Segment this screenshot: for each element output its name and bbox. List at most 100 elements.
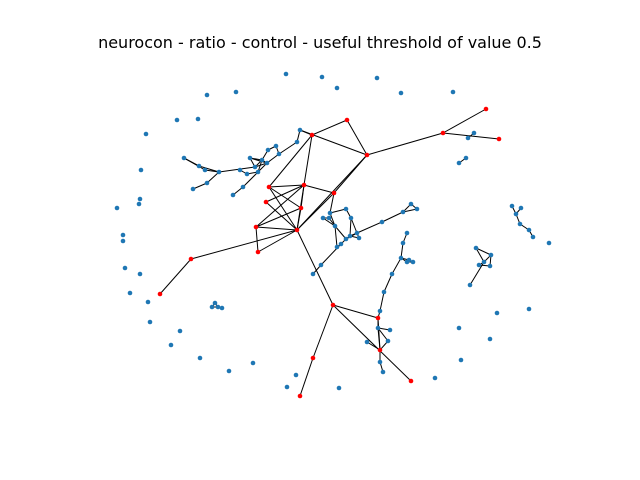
graph-node bbox=[356, 235, 362, 241]
graph-node bbox=[476, 262, 482, 268]
graph-node bbox=[137, 271, 143, 277]
graph-node bbox=[471, 130, 477, 136]
graph-node bbox=[143, 131, 149, 137]
graph-node bbox=[237, 167, 243, 173]
graph-edge bbox=[303, 134, 313, 186]
graph-node bbox=[334, 244, 340, 250]
graph-node bbox=[513, 211, 519, 217]
graph-node bbox=[458, 357, 464, 363]
graph-edge bbox=[329, 192, 335, 214]
graph-edge bbox=[334, 225, 347, 240]
graph-edge bbox=[206, 171, 220, 184]
graph-edge bbox=[400, 242, 404, 259]
graph-edge bbox=[334, 225, 338, 248]
graph-node-highlighted bbox=[330, 302, 336, 308]
graph-edge bbox=[268, 184, 305, 188]
graph-node bbox=[375, 325, 381, 331]
graph-node bbox=[398, 255, 404, 261]
graph-edge bbox=[312, 304, 334, 359]
graph-node bbox=[364, 339, 370, 345]
graph-node bbox=[233, 89, 239, 95]
graph-node bbox=[137, 196, 143, 202]
graph-node-highlighted bbox=[344, 117, 350, 123]
graph-edge bbox=[278, 141, 298, 155]
graph-edge bbox=[266, 153, 280, 164]
graph-node bbox=[226, 368, 232, 374]
graph-node bbox=[255, 169, 261, 175]
graph-node-highlighted bbox=[157, 291, 163, 297]
graph-node bbox=[379, 219, 385, 225]
graph-node bbox=[215, 304, 221, 310]
graph-edge bbox=[475, 247, 492, 256]
graph-edge bbox=[329, 208, 347, 214]
graph-node bbox=[265, 147, 271, 153]
graph-edge bbox=[242, 171, 259, 188]
graph-node bbox=[197, 355, 203, 361]
graph-node bbox=[374, 75, 380, 81]
graph-edge bbox=[296, 207, 302, 231]
graph-node bbox=[293, 372, 299, 378]
graph-node bbox=[318, 262, 324, 268]
graph-node bbox=[432, 375, 438, 381]
graph-edge bbox=[159, 258, 192, 295]
graph-node bbox=[174, 117, 180, 123]
graph-edge bbox=[442, 108, 487, 134]
graph-node bbox=[408, 201, 414, 207]
graph-node-highlighted bbox=[309, 132, 315, 138]
graph-edge bbox=[402, 208, 418, 213]
graph-edge bbox=[255, 226, 259, 253]
graph-edge bbox=[299, 357, 314, 397]
graph-node bbox=[297, 127, 303, 133]
graph-node bbox=[410, 259, 416, 265]
graph-node-highlighted bbox=[266, 184, 272, 190]
graph-node bbox=[283, 71, 289, 77]
graph-node bbox=[400, 240, 406, 246]
graph-node bbox=[240, 184, 246, 190]
graph-node bbox=[138, 167, 144, 173]
graph-node bbox=[120, 232, 126, 238]
graph-node bbox=[276, 151, 282, 157]
graph-edge bbox=[391, 257, 402, 275]
graph-node bbox=[347, 233, 353, 239]
graph-node bbox=[463, 155, 469, 161]
graph-edge bbox=[268, 134, 313, 188]
graph-node bbox=[400, 209, 406, 215]
graph-node bbox=[120, 238, 126, 244]
graph-node bbox=[488, 252, 494, 258]
graph-edge bbox=[332, 304, 412, 382]
graph-edge bbox=[190, 229, 298, 260]
graph-node bbox=[177, 328, 183, 334]
graph-edge bbox=[255, 207, 302, 228]
graph-edge bbox=[257, 229, 298, 253]
graph-node bbox=[481, 259, 487, 265]
graph-node bbox=[338, 241, 344, 247]
graph-edge bbox=[366, 341, 381, 351]
graph-node bbox=[147, 319, 153, 325]
graph-node bbox=[517, 221, 523, 227]
graph-node bbox=[114, 205, 120, 211]
graph-node-highlighted bbox=[263, 199, 269, 205]
graph-node bbox=[195, 116, 201, 122]
graph-node bbox=[168, 342, 174, 348]
graph-edge bbox=[366, 132, 444, 156]
graph-node-highlighted bbox=[375, 315, 381, 321]
graph-node bbox=[348, 215, 354, 221]
graph-node-highlighted bbox=[310, 355, 316, 361]
graph-node-highlighted bbox=[483, 106, 489, 112]
graph-node bbox=[247, 155, 253, 161]
graph-node bbox=[216, 169, 222, 175]
graph-node-highlighted bbox=[331, 190, 337, 196]
graph-node bbox=[389, 271, 395, 277]
graph-node bbox=[204, 180, 210, 186]
graph-edge bbox=[379, 291, 385, 312]
graph-node bbox=[456, 325, 462, 331]
graph-node-highlighted bbox=[377, 347, 383, 353]
graph-edge bbox=[383, 273, 393, 293]
graph-node bbox=[381, 289, 387, 295]
graph-node bbox=[252, 164, 258, 170]
graph-node bbox=[212, 300, 218, 306]
graph-node bbox=[230, 192, 236, 198]
graph-node-highlighted bbox=[297, 393, 303, 399]
graph-node bbox=[404, 259, 410, 265]
graph-node-highlighted bbox=[301, 182, 307, 188]
